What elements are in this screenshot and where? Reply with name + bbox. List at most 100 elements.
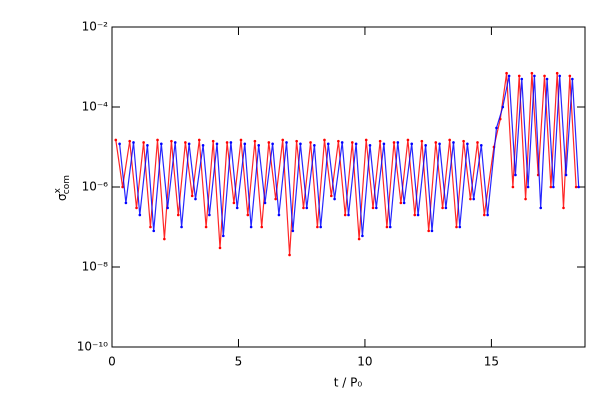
point <box>571 77 574 81</box>
point <box>574 185 578 189</box>
point <box>211 139 215 143</box>
y-axis-label: σxcom <box>53 175 72 201</box>
point <box>495 126 498 130</box>
point <box>438 142 441 146</box>
point <box>517 74 521 78</box>
point <box>229 141 233 144</box>
point <box>420 139 424 143</box>
series-trace <box>119 75 580 236</box>
point <box>326 142 330 146</box>
point <box>455 225 458 229</box>
point <box>263 201 267 205</box>
point <box>295 139 298 143</box>
point <box>208 213 211 217</box>
point <box>564 173 568 177</box>
y-label-symbol: σ <box>55 193 69 201</box>
point <box>121 185 124 189</box>
point <box>253 139 257 143</box>
point <box>249 225 253 229</box>
point <box>382 142 386 146</box>
point <box>142 141 145 144</box>
y-tick-label: 10⁻⁸ <box>82 260 109 274</box>
point <box>173 141 177 144</box>
point <box>526 185 530 189</box>
x-tick-label: 10 <box>357 355 372 369</box>
point <box>257 144 261 147</box>
point <box>302 206 305 210</box>
point <box>340 141 344 144</box>
point <box>135 206 138 210</box>
point <box>184 141 187 144</box>
point <box>511 185 515 189</box>
point <box>204 225 208 229</box>
point <box>545 77 549 81</box>
point <box>285 141 288 144</box>
point <box>402 201 406 205</box>
point <box>170 139 173 143</box>
point <box>385 225 389 229</box>
point <box>166 206 169 210</box>
point <box>555 71 559 75</box>
point <box>232 201 236 205</box>
point <box>520 77 524 81</box>
point <box>479 144 483 147</box>
point <box>533 74 536 78</box>
x-tick-label: 15 <box>484 355 499 369</box>
point <box>330 194 333 198</box>
point <box>416 213 420 217</box>
point <box>558 74 562 78</box>
point <box>180 225 183 229</box>
point <box>299 142 302 146</box>
point <box>507 74 511 78</box>
point <box>291 229 295 233</box>
point <box>392 141 396 144</box>
point <box>277 213 281 217</box>
point <box>235 206 239 210</box>
point <box>458 225 462 229</box>
point <box>146 144 149 147</box>
x-axis-label: t / P₀ <box>334 376 363 390</box>
point <box>476 141 479 144</box>
point <box>114 138 118 142</box>
y-tick-label: 10⁻¹⁰ <box>77 340 108 354</box>
point <box>562 206 565 210</box>
y-tick-label: 10⁻⁴ <box>82 100 109 114</box>
x-tick-label: 5 <box>235 355 243 369</box>
point <box>118 142 121 146</box>
point <box>350 141 354 144</box>
point <box>399 201 403 205</box>
point <box>267 141 271 144</box>
point <box>215 142 219 146</box>
point <box>160 142 163 146</box>
point <box>430 229 434 233</box>
point <box>444 206 448 210</box>
point <box>132 141 135 144</box>
point <box>176 213 180 217</box>
point <box>354 142 358 146</box>
point <box>375 206 378 210</box>
point <box>218 246 222 250</box>
point <box>448 138 451 142</box>
point <box>152 229 156 233</box>
point <box>309 141 312 144</box>
point <box>163 237 166 241</box>
point <box>514 173 517 177</box>
point <box>413 213 417 217</box>
x-tick-label: 0 <box>108 355 116 369</box>
y-label-sup: x <box>53 187 63 193</box>
y-label-sub: com <box>62 175 72 194</box>
point <box>530 71 534 75</box>
point <box>194 197 197 201</box>
point <box>388 225 392 229</box>
point <box>472 197 476 201</box>
point <box>549 185 553 189</box>
point <box>364 138 368 142</box>
point <box>539 206 543 210</box>
point <box>486 213 489 217</box>
point <box>305 206 309 210</box>
point <box>190 194 194 198</box>
point <box>452 141 455 144</box>
point <box>313 144 316 147</box>
point <box>462 139 465 143</box>
